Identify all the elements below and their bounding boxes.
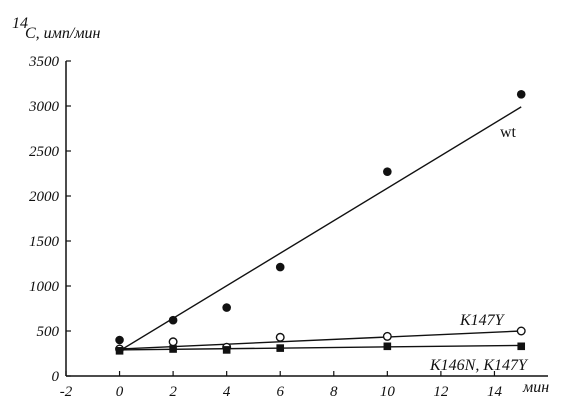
y-axis-ticks: 0 500 1000 1500 2000 2500 3000 3500 [28, 54, 71, 385]
x-axis-label: мин [522, 379, 549, 396]
data-point-series-0-1 [168, 315, 178, 325]
data-point-series-2-0 [115, 347, 124, 355]
y-tick-label: 2500 [29, 144, 60, 160]
data-point-series-1-3 [275, 332, 285, 342]
y-tick-label: 3500 [28, 54, 60, 70]
data-point-series-2-4 [383, 342, 392, 351]
x-tick-label: 10 [380, 384, 396, 400]
y-tick-label: 2000 [29, 189, 60, 205]
fit-lines [119, 106, 522, 352]
y-tick-label: 500 [37, 324, 60, 340]
data-point-series-2-3 [276, 344, 285, 352]
data-point-series-1-5 [516, 326, 526, 336]
x-tick-label: 12 [433, 384, 449, 400]
axes [65, 61, 548, 377]
x-tick-label: 14 [487, 384, 503, 400]
x-tick-label: 0 [116, 384, 124, 400]
data-point-series-1-4 [382, 331, 392, 341]
y-tick-label: 3000 [28, 99, 60, 115]
data-point-series-0-0 [115, 335, 124, 345]
y-axis-label: C, имп/мин [25, 25, 101, 42]
x-axis-ticks: -2 0 2 4 6 8 10 12 14 [60, 371, 503, 400]
fit-line-series-1 [119, 330, 522, 350]
y-axis-label-superscript: 14 [12, 15, 28, 32]
data-point-series-0-3 [275, 262, 285, 272]
fit-line-series-0 [119, 106, 522, 352]
x-tick-label: 8 [330, 384, 338, 400]
data-point-series-0-2 [222, 303, 231, 312]
x-tick-label: 6 [276, 384, 284, 400]
labels: 14 C, имп/мин мин wt K147Y K146N, K147Y [12, 15, 549, 396]
data-point-series-2-1 [169, 345, 177, 353]
y-tick-label: 0 [52, 369, 60, 385]
series-label-k147y: K147Y [459, 312, 506, 329]
x-tick-label: -2 [60, 384, 73, 400]
series-label-k146n-k147y: K146N, K147Y [429, 357, 529, 374]
data-point-series-1-1 [168, 337, 178, 347]
y-tick-label: 1000 [29, 279, 60, 295]
x-tick-label: 4 [223, 384, 231, 400]
fit-line-series-2 [119, 344, 522, 351]
y-tick-label: 1500 [29, 234, 60, 250]
data-point-series-0-4 [383, 167, 392, 176]
data-point-series-2-5 [517, 342, 526, 351]
data-point-series-0-5 [516, 90, 526, 99]
series-label-wt: wt [500, 124, 517, 141]
data-points [115, 90, 526, 355]
data-point-series-2-2 [222, 346, 231, 354]
x-tick-label: 2 [169, 384, 177, 400]
